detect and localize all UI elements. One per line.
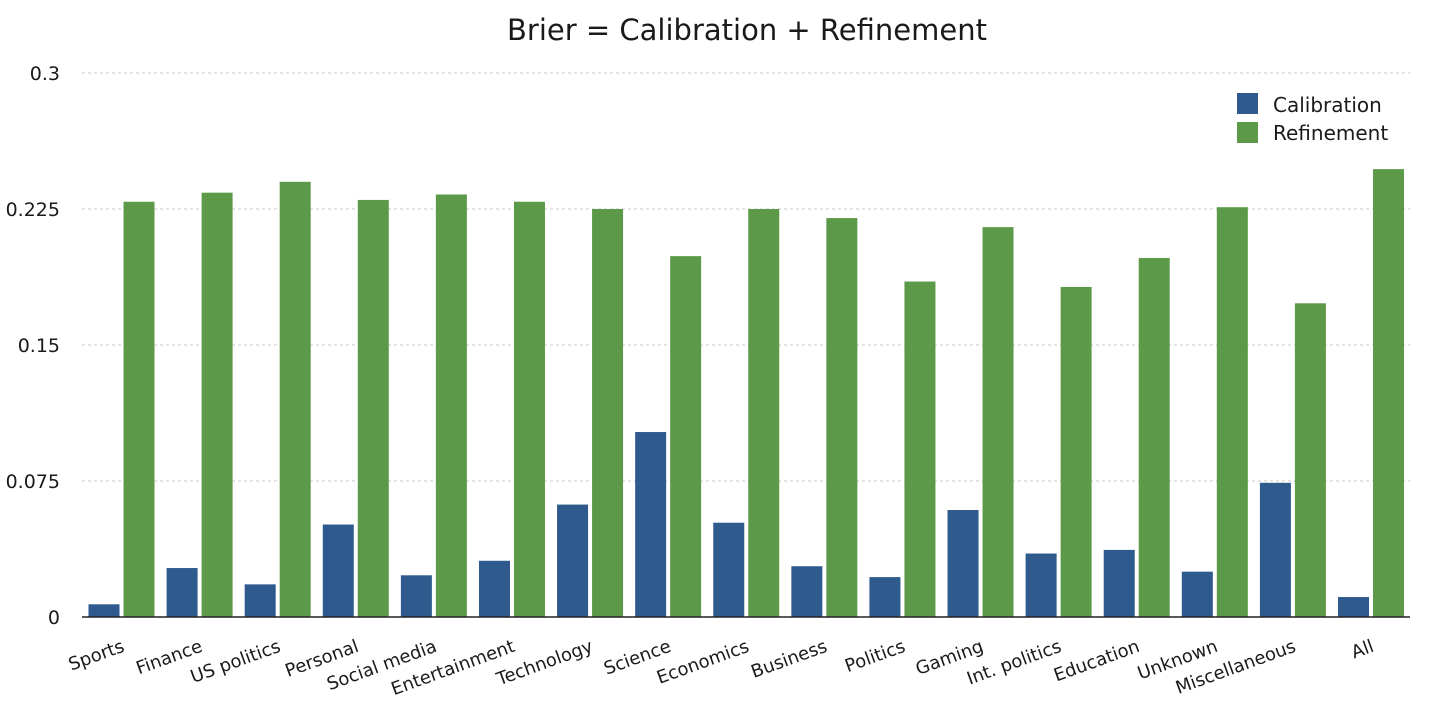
bar-refinement [1373, 169, 1404, 617]
bar-calibration [869, 577, 901, 617]
bar-calibration [713, 522, 745, 617]
legend-label-refinement: Refinement [1273, 121, 1388, 145]
bar-calibration [791, 566, 823, 617]
bar-refinement [435, 194, 467, 617]
bar-calibration [1338, 597, 1369, 617]
bar-refinement [670, 256, 702, 617]
bar-calibration [400, 575, 432, 617]
legend: Calibration Refinement [1237, 93, 1388, 145]
bar-refinement [1138, 257, 1170, 617]
x-tick-label: Sports [66, 636, 127, 675]
bar-calibration [1259, 482, 1291, 617]
bar-refinement [279, 181, 311, 618]
y-tick-label: 0.225 [6, 199, 60, 221]
grid-lines [82, 72, 1410, 482]
bar-refinement [904, 281, 936, 617]
bars [88, 169, 1404, 618]
y-tick-label: 0.075 [6, 471, 60, 493]
bar-calibration [478, 560, 510, 617]
bar-refinement [1060, 286, 1092, 617]
bar-refinement [1294, 303, 1326, 617]
legend-label-calibration: Calibration [1273, 93, 1382, 117]
bar-calibration [1103, 549, 1135, 617]
bar-calibration [635, 432, 667, 617]
bar-refinement [1216, 207, 1248, 618]
x-tick-label: Business [748, 636, 830, 683]
bar-calibration [1181, 571, 1213, 617]
bar-refinement [748, 209, 780, 617]
bar-calibration [166, 568, 198, 617]
legend-swatch-calibration [1237, 93, 1258, 114]
x-tick-label: Politics [842, 636, 908, 677]
bar-refinement [513, 201, 545, 617]
bar-calibration [322, 524, 354, 617]
bar-refinement [123, 201, 155, 617]
x-tick-label: US politics [188, 636, 284, 688]
bar-refinement [201, 192, 233, 617]
bar-calibration [557, 504, 589, 617]
bar-refinement [357, 199, 389, 617]
y-axis-ticks: 0 0.075 0.15 0.225 0.3 [6, 63, 60, 629]
bar-refinement [592, 209, 624, 617]
chart-title: Brier = Calibration + Refinement [507, 13, 987, 47]
y-tick-label: 0.3 [30, 63, 60, 85]
bar-calibration [244, 584, 276, 617]
bar-refinement [826, 218, 858, 618]
bar-calibration [1025, 553, 1057, 617]
legend-swatch-refinement [1237, 122, 1258, 143]
x-tick-label: Education [1051, 636, 1142, 686]
bar-calibration [947, 510, 979, 617]
bar-refinement [982, 227, 1014, 617]
x-tick-label: All [1349, 636, 1377, 663]
y-tick-label: 0 [48, 607, 60, 629]
bar-calibration [88, 604, 120, 617]
y-tick-label: 0.15 [18, 335, 60, 357]
